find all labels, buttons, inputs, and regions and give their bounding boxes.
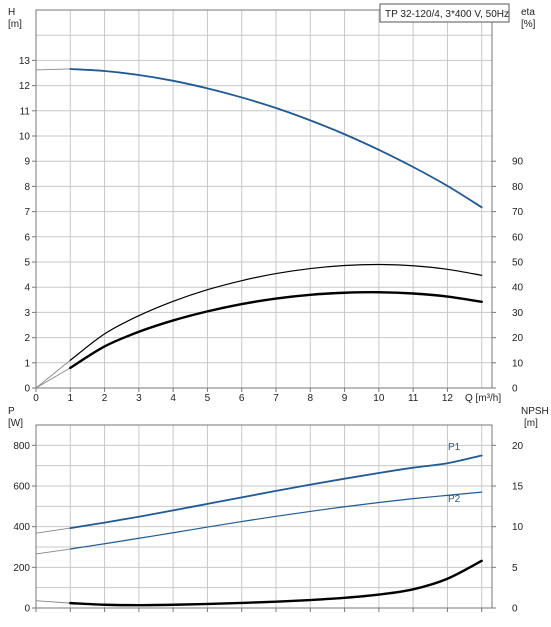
- right-tick-label: 60: [512, 232, 524, 243]
- top-right-axis-label: eta: [521, 7, 535, 18]
- bottom-grid: [35, 424, 493, 609]
- bottom-right-axis-label: NPSH: [521, 406, 549, 417]
- left-tick-label: 11: [20, 106, 31, 117]
- top-left-axis-label: H: [8, 7, 15, 18]
- left-tick-label: 400: [13, 522, 30, 533]
- left-tick-label: 8: [24, 182, 30, 193]
- x-tick-label: 7: [273, 393, 279, 404]
- right-tick-label: 10: [512, 522, 524, 533]
- x-tick-label: 8: [308, 393, 314, 404]
- x-tick-label: 1: [68, 393, 74, 404]
- series-extrapolation-line: [35, 600, 71, 604]
- labels-layer: 0123456789101112130102030405060708090020…: [13, 56, 523, 615]
- legend-box: [379, 3, 510, 23]
- x-tick-label: 5: [205, 393, 211, 404]
- bottom-plot-frame: [35, 424, 493, 609]
- right-tick-label: 20: [512, 441, 524, 452]
- x-tick-label: 12: [442, 393, 454, 404]
- series-label-p1: P1: [448, 442, 461, 453]
- bottom-left-axis-label: P: [8, 406, 15, 417]
- series-line-0-1: [69, 263, 483, 361]
- left-tick-label: 800: [13, 441, 30, 452]
- series-line-0-0: [69, 68, 483, 209]
- left-tick-label: 5: [24, 258, 30, 269]
- series-extrapolation-line: [35, 527, 71, 534]
- x-tick-label: 4: [170, 393, 176, 404]
- x-tick-label: 11: [408, 393, 419, 404]
- x-tick-label: 2: [102, 393, 108, 404]
- left-tick-label: 4: [24, 283, 30, 294]
- left-tick-label: 2: [24, 333, 30, 344]
- curves-layer: [35, 68, 483, 607]
- x-tick-label: 3: [136, 393, 142, 404]
- series-extrapolation-line: [35, 68, 71, 71]
- x-tick-label: 0: [33, 393, 39, 404]
- right-tick-label: 70: [512, 207, 524, 218]
- bottom-right-axis-unit: [m]: [524, 418, 538, 429]
- series-extrapolation-line: [35, 359, 71, 389]
- x-tick-label: 10: [373, 393, 385, 404]
- right-tick-label: 30: [512, 308, 524, 319]
- right-tick-label: 0: [512, 604, 518, 615]
- series-line-0-2: [69, 291, 483, 370]
- left-tick-label: 9: [24, 157, 30, 168]
- right-tick-label: 50: [512, 258, 524, 269]
- left-tick-label: 6: [24, 232, 30, 243]
- left-tick-label: 0: [24, 604, 30, 615]
- left-tick-label: 3: [24, 308, 30, 319]
- right-tick-label: 90: [512, 157, 524, 168]
- x-axis-label: Q [m³/h]: [465, 393, 501, 404]
- series-line-p2: [69, 491, 483, 550]
- left-tick-label: 7: [24, 207, 30, 218]
- x-tick-label: 9: [342, 393, 348, 404]
- x-tick-label: 6: [239, 393, 245, 404]
- series-extrapolation-line: [35, 548, 71, 555]
- right-tick-label: 0: [512, 384, 518, 395]
- series-extrapolation-line: [35, 367, 71, 389]
- series-label-p2: P2: [448, 494, 461, 505]
- right-tick-label: 80: [512, 182, 524, 193]
- top-right-axis-unit: [%]: [521, 19, 536, 30]
- left-tick-label: 600: [13, 482, 30, 493]
- top-left-axis-unit: [m]: [8, 19, 22, 30]
- right-tick-label: 20: [512, 333, 524, 344]
- top-plot-frame: [35, 9, 493, 389]
- left-tick-label: 13: [19, 56, 31, 67]
- legend-box-text: TP 32-120/4, 3*400 V, 50Hz: [385, 9, 509, 20]
- left-tick-label: 200: [13, 563, 30, 574]
- series-line-1-2: [69, 559, 483, 607]
- left-tick-label: 0: [24, 384, 30, 395]
- bottom-left-axis-unit: [W]: [8, 418, 23, 429]
- left-tick-label: 12: [19, 81, 31, 92]
- left-tick-label: 10: [19, 132, 31, 143]
- top-grid: [35, 9, 493, 389]
- right-tick-label: 10: [512, 358, 524, 369]
- right-tick-label: 40: [512, 283, 524, 294]
- right-tick-label: 5: [512, 563, 518, 574]
- series-line-p1: [69, 454, 483, 529]
- left-tick-label: 1: [24, 358, 30, 369]
- right-tick-label: 15: [512, 482, 524, 493]
